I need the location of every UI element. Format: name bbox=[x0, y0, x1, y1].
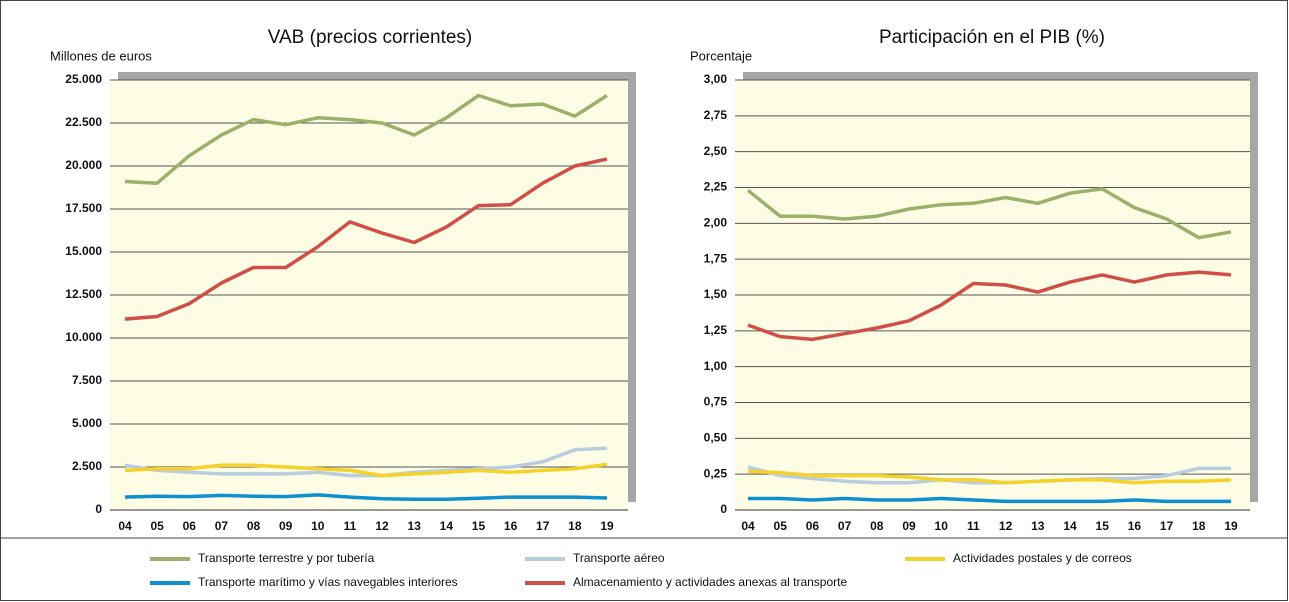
y-tick-label: 0,75 bbox=[704, 395, 728, 409]
series-line bbox=[747, 270, 1232, 342]
x-tick-label: 11 bbox=[344, 519, 357, 533]
x-tick-label: 16 bbox=[504, 519, 518, 533]
y-tick-label: 3,00 bbox=[704, 72, 728, 86]
y-tick-label: 1,75 bbox=[704, 251, 728, 265]
x-tick-label: 10 bbox=[311, 519, 325, 533]
x-tick-label: 19 bbox=[1224, 519, 1238, 533]
series-line bbox=[124, 446, 608, 478]
y-tick-label: 5.000 bbox=[72, 416, 102, 430]
x-tick-label: 18 bbox=[568, 519, 582, 533]
x-tick-label: 08 bbox=[870, 519, 884, 533]
y-tick-label: 2,75 bbox=[704, 108, 728, 122]
x-tick-label: 15 bbox=[472, 519, 486, 533]
x-tick-label: 05 bbox=[774, 519, 788, 533]
chart-title: VAB (precios corrientes) bbox=[268, 27, 473, 48]
x-tick-label: 18 bbox=[1192, 519, 1206, 533]
y-tick-label: 2.500 bbox=[72, 459, 102, 473]
y-tick-label: 0,50 bbox=[704, 431, 728, 445]
x-tick-label: 14 bbox=[1063, 519, 1077, 533]
y-tick-label: 2,00 bbox=[704, 216, 728, 230]
y-tick-label: 2,50 bbox=[704, 144, 728, 158]
series-line bbox=[748, 496, 1231, 504]
y-tick-label: 20.000 bbox=[65, 158, 102, 172]
y-tick-label: 12.500 bbox=[65, 287, 102, 301]
series-line bbox=[124, 493, 608, 502]
x-tick-label: 11 bbox=[967, 519, 980, 533]
x-tick-label: 05 bbox=[150, 519, 164, 533]
series-line bbox=[124, 462, 608, 478]
x-tick-label: 19 bbox=[600, 519, 614, 533]
x-tick-label: 12 bbox=[999, 519, 1013, 533]
series-line bbox=[124, 93, 608, 185]
y-tick-label: 1,25 bbox=[704, 323, 728, 337]
legend-label: Almacenamiento y actividades anexas al t… bbox=[573, 575, 847, 589]
y-tick-label: 22.500 bbox=[65, 115, 102, 129]
x-tick-label: 13 bbox=[1031, 519, 1045, 533]
x-tick-label: 10 bbox=[935, 519, 949, 533]
x-tick-label: 16 bbox=[1128, 519, 1142, 533]
y-tick-label: 0 bbox=[720, 502, 727, 516]
y-axis-label: Porcentaje bbox=[690, 48, 752, 63]
x-tick-label: 04 bbox=[118, 519, 132, 533]
chart-title: Participación en el PIB (%) bbox=[879, 27, 1105, 48]
x-tick-label: 07 bbox=[215, 519, 229, 533]
y-axis-label: Millones de euros bbox=[50, 48, 152, 63]
x-tick-label: 17 bbox=[1160, 519, 1174, 533]
x-tick-label: 06 bbox=[806, 519, 820, 533]
x-tick-label: 15 bbox=[1096, 519, 1110, 533]
x-tick-label: 07 bbox=[838, 519, 852, 533]
legend-label: Transporte terrestre y por tubería bbox=[198, 551, 375, 565]
x-tick-label: 13 bbox=[408, 519, 422, 533]
y-tick-label: 25.000 bbox=[65, 72, 102, 86]
y-tick-label: 15.000 bbox=[65, 244, 102, 258]
x-tick-label: 09 bbox=[902, 519, 916, 533]
x-tick-label: 14 bbox=[440, 519, 454, 533]
x-tick-label: 12 bbox=[375, 519, 389, 533]
y-tick-label: 17.500 bbox=[65, 201, 102, 215]
y-tick-label: 10.000 bbox=[65, 330, 102, 344]
y-tick-label: 1,00 bbox=[704, 359, 728, 373]
y-tick-label: 0 bbox=[95, 502, 102, 516]
y-tick-label: 1,50 bbox=[704, 287, 728, 301]
x-tick-label: 08 bbox=[247, 519, 261, 533]
y-tick-label: 2,25 bbox=[704, 180, 728, 194]
x-tick-label: 04 bbox=[741, 519, 755, 533]
series-line bbox=[124, 157, 608, 321]
x-tick-label: 17 bbox=[536, 519, 550, 533]
legend-label: Actividades postales y de correos bbox=[953, 551, 1132, 565]
y-tick-label: 7.500 bbox=[72, 373, 102, 387]
x-tick-label: 09 bbox=[279, 519, 293, 533]
legend-label: Transporte aéreo bbox=[573, 551, 665, 565]
x-tick-label: 06 bbox=[183, 519, 197, 533]
series-line bbox=[747, 469, 1232, 485]
y-tick-label: 0,25 bbox=[704, 466, 728, 480]
series-line bbox=[746, 187, 1232, 240]
legend-label: Transporte marítimo y vías navegables in… bbox=[198, 575, 458, 589]
